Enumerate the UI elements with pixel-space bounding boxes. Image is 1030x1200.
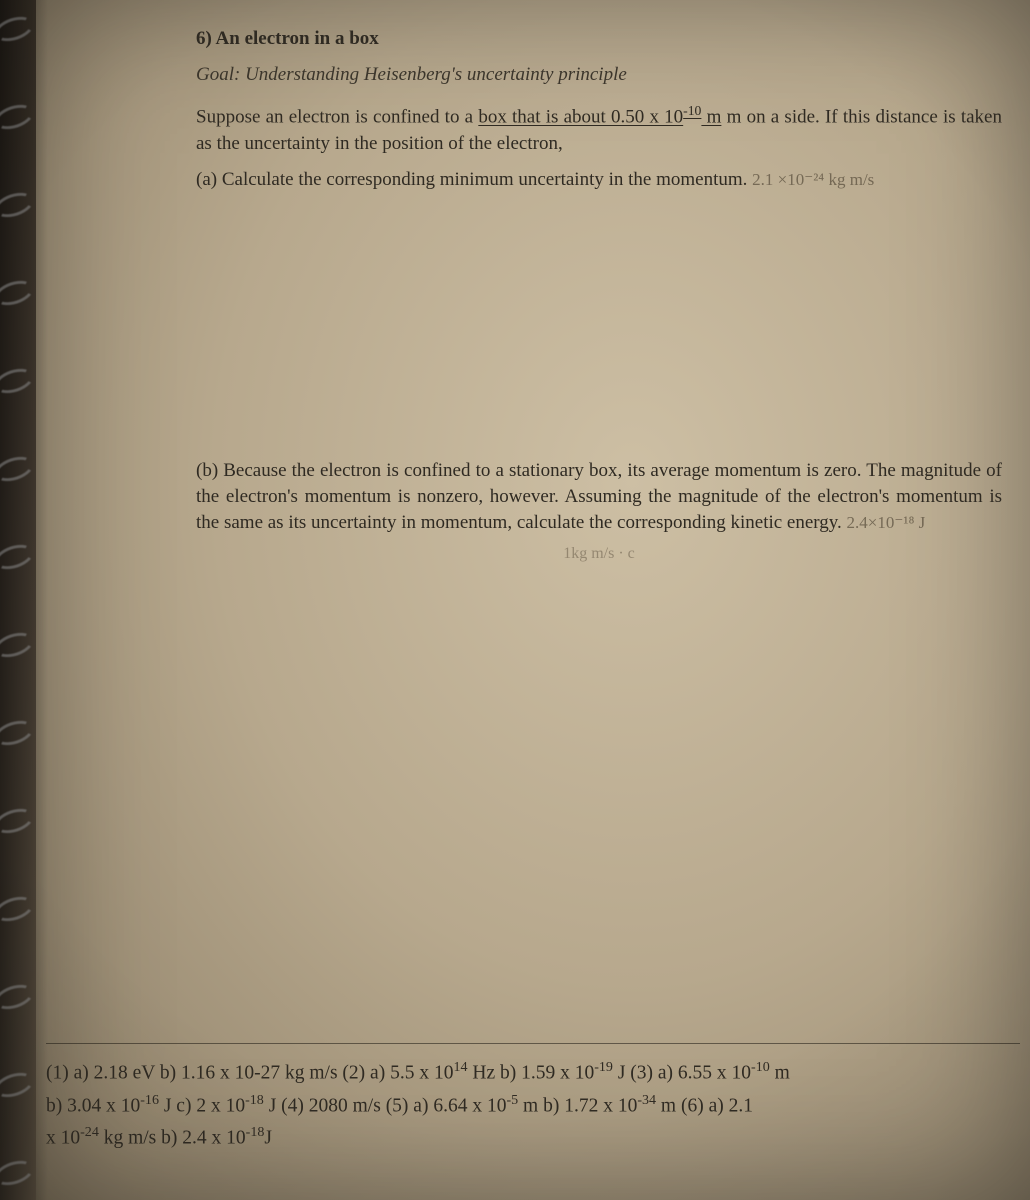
answers-rule bbox=[46, 1043, 1020, 1044]
spiral-coil bbox=[0, 188, 36, 221]
spiral-coil bbox=[0, 364, 36, 397]
l2e4: -34 bbox=[637, 1092, 656, 1108]
intro-m: m bbox=[701, 106, 721, 127]
answers-line-2: b) 3.04 x 10-16 J c) 2 x 10-18 J (4) 208… bbox=[46, 1089, 1020, 1122]
l2d: m b) 1.72 x 10 bbox=[518, 1095, 637, 1116]
l2e3: -5 bbox=[506, 1092, 518, 1108]
l3e1: -24 bbox=[80, 1124, 99, 1140]
spiral-binding bbox=[0, 0, 40, 1200]
paper-sheet: 6) An electron in a box Goal: Understand… bbox=[36, 0, 1030, 1200]
spiral-coil bbox=[0, 12, 36, 45]
l1a: (1) a) 2.18 eV b) 1.16 x 10-27 kg m/s (2… bbox=[46, 1062, 453, 1083]
l1b: Hz b) 1.59 x 10 bbox=[467, 1062, 594, 1083]
part-a-text: (a) Calculate the corresponding minimum … bbox=[196, 169, 747, 190]
answers-block: (1) a) 2.18 eV b) 1.16 x 10-27 kg m/s (2… bbox=[36, 1043, 1030, 1154]
l3c: J bbox=[264, 1128, 272, 1149]
content: 6) An electron in a box Goal: Understand… bbox=[36, 28, 1030, 923]
l2a: b) 3.04 x 10 bbox=[46, 1095, 140, 1116]
spiral-coil bbox=[0, 892, 36, 925]
l2e: m (6) a) 2.1 bbox=[656, 1095, 753, 1116]
l1d: m bbox=[770, 1062, 790, 1083]
answers-line-1: (1) a) 2.18 eV b) 1.16 x 10-27 kg m/s (2… bbox=[46, 1056, 1020, 1089]
l2e1: -16 bbox=[140, 1092, 159, 1108]
faint-hint: 1kg m/s · c bbox=[563, 545, 635, 562]
handwritten-a: 2.1 ×10⁻²⁴ kg m/s bbox=[752, 170, 874, 189]
answers-text: (1) a) 2.18 eV b) 1.16 x 10-27 kg m/s (2… bbox=[36, 1056, 1030, 1154]
spiral-coil bbox=[0, 1156, 36, 1189]
l2e2: -18 bbox=[245, 1092, 264, 1108]
spiral-coil bbox=[0, 540, 36, 573]
spiral-coil bbox=[0, 716, 36, 749]
spiral-coil bbox=[0, 804, 36, 837]
answers-line-3: x 10-24 kg m/s b) 2.4 x 10-18J bbox=[46, 1121, 1020, 1154]
l1e3: -10 bbox=[751, 1059, 770, 1075]
goal-line: Goal: Understanding Heisenberg's uncerta… bbox=[196, 64, 1002, 86]
spiral-coil bbox=[0, 452, 36, 485]
spiral-coil bbox=[0, 1068, 36, 1101]
spiral-coil bbox=[0, 628, 36, 661]
l1c: J (3) a) 6.55 x 10 bbox=[613, 1062, 751, 1083]
intro-paragraph: Suppose an electron is confined to a box… bbox=[196, 102, 1002, 157]
part-b: (b) Because the electron is confined to … bbox=[196, 458, 1002, 537]
l1e1: 14 bbox=[453, 1059, 467, 1075]
l3e2: -18 bbox=[246, 1124, 265, 1140]
l2b: J c) 2 x 10 bbox=[159, 1095, 245, 1116]
spiral-coil bbox=[0, 100, 36, 133]
intro-box: box that is about 0.50 x 10 bbox=[478, 106, 683, 127]
workspace-a bbox=[196, 193, 1002, 458]
spiral-coil bbox=[0, 980, 36, 1013]
workspace-b bbox=[196, 563, 1002, 923]
intro-exp: -10 bbox=[683, 103, 701, 118]
intro-a: Suppose an electron is confined to a bbox=[196, 106, 478, 127]
part-a: (a) Calculate the corresponding minimum … bbox=[196, 167, 1002, 193]
l1e2: -19 bbox=[594, 1059, 613, 1075]
l3b: kg m/s b) 2.4 x 10 bbox=[99, 1128, 246, 1149]
handwritten-b: 2.4×10⁻¹⁸ J bbox=[847, 513, 926, 532]
question-title: 6) An electron in a box bbox=[196, 28, 1002, 50]
spiral-coil bbox=[0, 276, 36, 309]
l2c: J (4) 2080 m/s (5) a) 6.64 x 10 bbox=[264, 1095, 507, 1116]
l3a: x 10 bbox=[46, 1128, 80, 1149]
